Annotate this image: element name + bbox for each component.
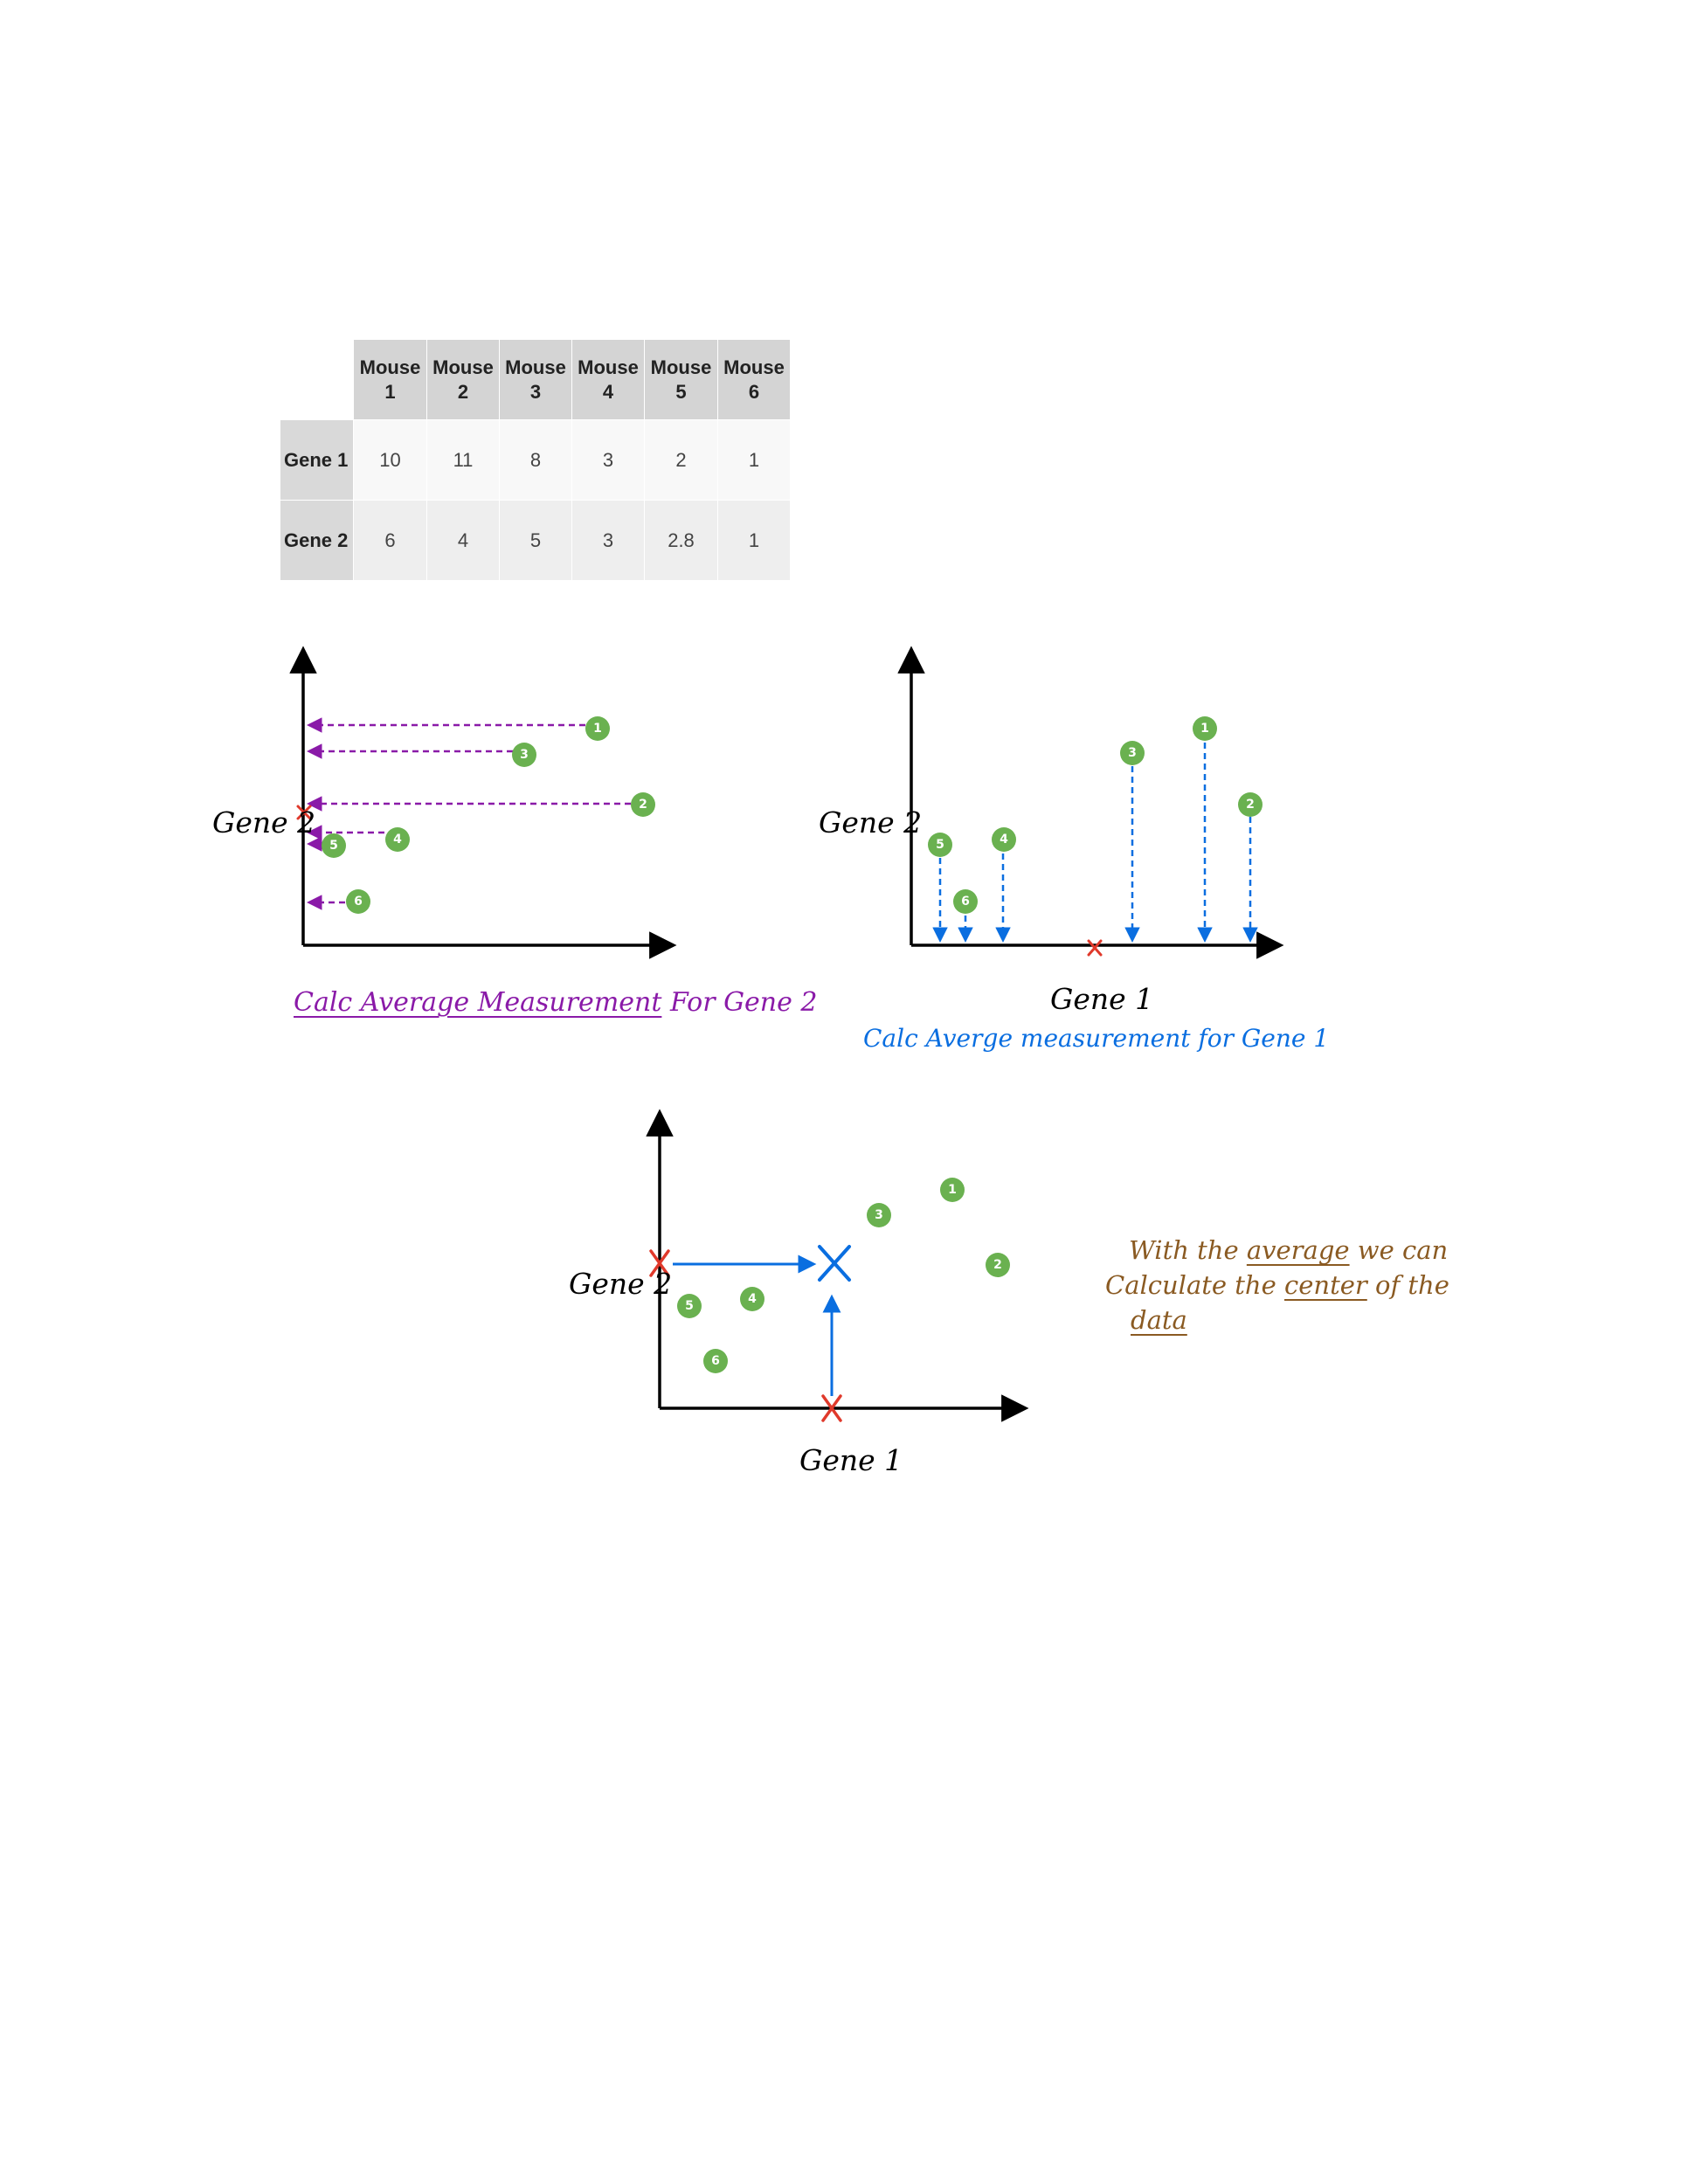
marker-6: 6 (953, 889, 978, 914)
marker-2: 2 (986, 1253, 1010, 1277)
table-cell: 1 (717, 419, 791, 501)
note-word-underlined: center (1284, 1270, 1367, 1300)
mean-x-mark-icon (649, 1249, 670, 1277)
marker-label: 4 (1000, 833, 1008, 847)
marker-4: 4 (992, 827, 1016, 852)
marker-label: 6 (354, 895, 363, 909)
marker-label: 5 (936, 838, 944, 852)
diagram-gene1-projection: 5 6 4 3 1 2 (897, 646, 1284, 959)
note-word-underlined: data (1131, 1305, 1187, 1335)
marker-label: 4 (393, 833, 402, 847)
table-cell: 11 (426, 419, 500, 501)
marker-label: 1 (1200, 722, 1209, 736)
diagram1-caption: Calc Average Measurement For Gene 2 (294, 987, 817, 1018)
note-word: the (1408, 1270, 1449, 1300)
table-corner-cell (280, 339, 354, 420)
marker-label: 6 (961, 895, 970, 909)
marker-3: 3 (1120, 741, 1145, 765)
y-axis-label: Gene 2 (819, 805, 923, 840)
marker-4: 4 (385, 827, 410, 852)
note-line-3: data (1131, 1305, 1187, 1335)
note-word: the (1235, 1270, 1276, 1300)
marker-label: 1 (948, 1183, 957, 1197)
table-row: Gene 2 6 4 5 3 2.8 1 (280, 500, 791, 581)
table-cell: 3 (571, 419, 645, 501)
table-cell: 1 (717, 500, 791, 581)
note-line-1: With the average we can (1129, 1235, 1448, 1265)
table-cell: 4 (426, 500, 500, 581)
marker-label: 2 (1246, 798, 1255, 812)
column-header: Mouse 5 (644, 339, 718, 420)
center-x-mark-icon (818, 1245, 851, 1282)
mean-x-mark-icon (821, 1394, 842, 1422)
x-axis-label: Gene 1 (799, 1443, 903, 1477)
table-cell: 8 (499, 419, 572, 501)
table-cell: 10 (353, 419, 427, 501)
marker-label: 2 (993, 1258, 1002, 1272)
marker-label: 6 (711, 1354, 720, 1368)
y-axis-label: Gene 2 (569, 1267, 673, 1301)
marker-2: 2 (631, 792, 655, 817)
marker-label: 5 (685, 1299, 694, 1313)
gene-expression-table: Mouse 1 Mouse 2 Mouse 3 Mouse 4 Mouse 5 Mouse… (280, 339, 791, 581)
row-header: Gene 1 (280, 419, 354, 501)
marker-6: 6 (703, 1349, 728, 1373)
marker-6: 6 (346, 889, 370, 914)
marker-3: 3 (512, 743, 536, 767)
note-word: Calculate (1105, 1270, 1228, 1300)
marker-5: 5 (928, 833, 952, 857)
marker-2: 2 (1238, 792, 1263, 817)
column-header: Mouse 3 (499, 339, 572, 420)
table-cell: 6 (353, 500, 427, 581)
caption-underlined: Calc Average Measurement (294, 987, 662, 1018)
diagram-data-center: 3 1 2 5 4 6 (646, 1109, 1029, 1422)
diagram2-caption: Calc Averge measurement for Gene 1 (863, 1024, 1330, 1053)
mean-x-mark-icon (296, 805, 312, 820)
marker-1: 1 (1193, 716, 1217, 741)
note-word: With (1129, 1235, 1189, 1265)
note-word-underlined: average (1246, 1235, 1350, 1265)
table-row: Gene 1 10 11 8 3 2 1 (280, 419, 791, 501)
marker-label: 3 (1128, 746, 1137, 760)
table-cell: 5 (499, 500, 572, 581)
marker-label: 4 (748, 1292, 757, 1306)
note-line-2: Calculate the center of the (1105, 1270, 1449, 1300)
note-word: can (1402, 1235, 1449, 1265)
note-word: the (1197, 1235, 1239, 1265)
table-cell: 2 (644, 419, 718, 501)
marker-5: 5 (322, 833, 346, 858)
marker-3: 3 (867, 1203, 891, 1227)
marker-label: 5 (329, 839, 338, 853)
marker-label: 1 (593, 722, 602, 736)
table-header-row: Mouse 1 Mouse 2 Mouse 3 Mouse 4 Mouse 5 Mouse… (280, 339, 791, 420)
marker-1: 1 (585, 716, 610, 741)
note-word: we (1357, 1235, 1394, 1265)
caption-rest: For Gene 2 (669, 987, 818, 1018)
x-axis-label: Gene 1 (1050, 982, 1154, 1016)
marker-label: 3 (875, 1208, 883, 1222)
note-word: of (1374, 1270, 1401, 1300)
column-header: Mouse 6 (717, 339, 791, 420)
marker-1: 1 (940, 1178, 965, 1202)
marker-label: 2 (639, 798, 647, 812)
diagram-gene2-projection: 1 3 2 4 5 6 (289, 646, 677, 959)
marker-label: 3 (520, 748, 529, 762)
y-axis-label: Gene 2 (212, 805, 316, 840)
mean-x-mark-icon (1087, 939, 1103, 957)
table-cell: 2.8 (644, 500, 718, 581)
marker-4: 4 (740, 1287, 764, 1311)
marker-5: 5 (677, 1294, 702, 1318)
table-cell: 3 (571, 500, 645, 581)
